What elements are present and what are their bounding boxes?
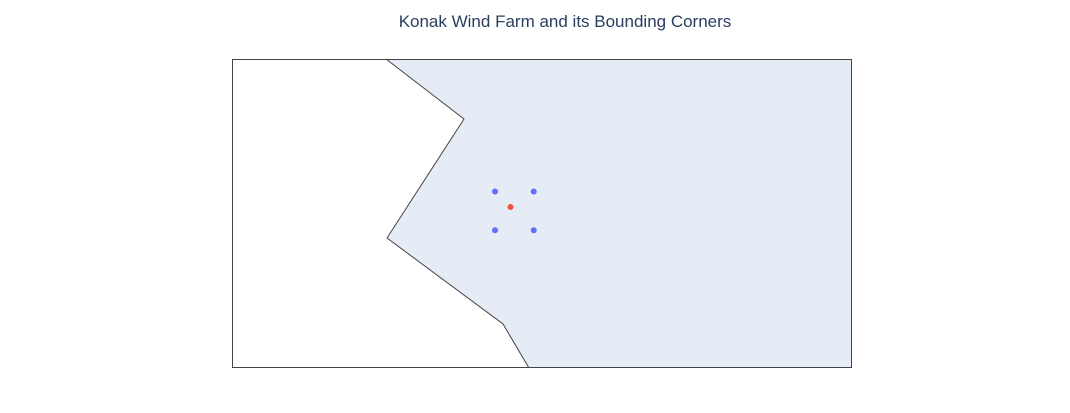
water-area — [386, 59, 852, 368]
map-frame — [232, 59, 852, 368]
bounding-corner-marker[interactable] — [492, 227, 498, 234]
bounding-corner-marker[interactable] — [492, 188, 498, 195]
bounding-corner-marker[interactable] — [530, 227, 537, 234]
geo-map[interactable] — [232, 58, 852, 369]
wind-farm-marker[interactable] — [507, 204, 514, 210]
map-title: Konak Wind Farm and its Bounding Corners — [398, 12, 732, 31]
markers-layer — [492, 188, 537, 234]
coastline — [385, 58, 530, 369]
bounding-corner-marker[interactable] — [530, 188, 537, 195]
